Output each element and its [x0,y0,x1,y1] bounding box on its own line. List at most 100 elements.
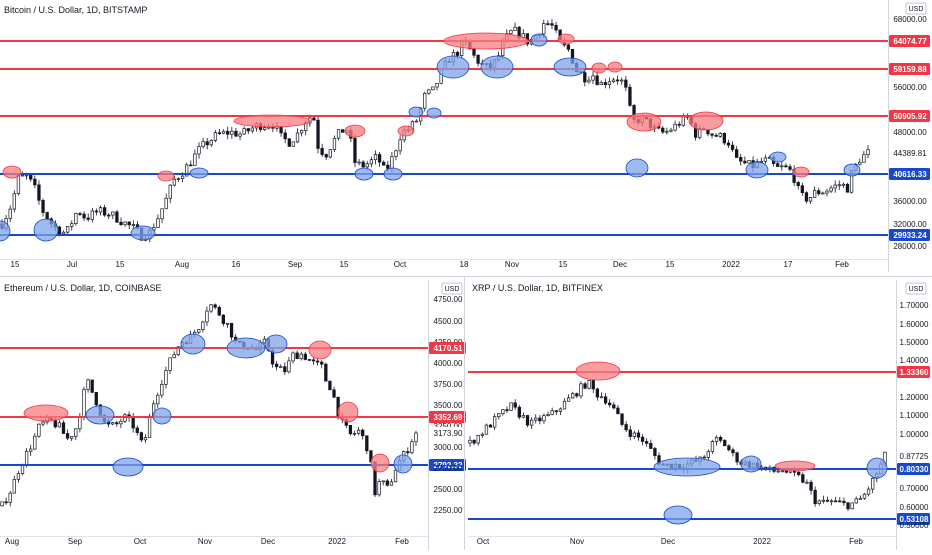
candle-body [808,197,813,202]
support-touch-ellipse [653,457,721,477]
y-tick-label: 1.50000 [900,338,929,347]
unit-box [905,282,927,295]
candle-body [37,184,41,201]
candle-body [160,208,164,220]
candle-body [612,404,616,409]
candle-body [229,322,234,338]
candle-body [82,213,86,219]
candle-body [583,72,587,83]
resistance-level-label: 4170.51 [434,344,463,353]
candle-body [250,127,255,132]
candle-body [164,370,168,385]
candle-body [628,86,632,106]
resistance-touch-ellipse [557,33,575,45]
candle-body [172,178,177,186]
candle-body [131,416,135,429]
candle-body [739,157,743,162]
y-tick-label: 3000.00 [434,443,463,452]
candle-body [172,354,176,359]
price-level-tag [429,459,466,471]
candle-body [825,190,829,194]
support-touch-ellipse [393,454,413,474]
candle-body [858,161,862,165]
support-touch-ellipse [553,57,587,77]
candle-body [324,363,328,382]
candle-body [825,499,830,502]
candle-body [710,441,715,452]
candle-body [566,44,571,50]
candles [0,18,870,243]
y-tick-label: 4750.00 [434,295,463,304]
candle-body [176,346,180,355]
x-tick-label: 17 [784,260,793,269]
candle-body [834,500,838,503]
candle-body [669,129,673,132]
resistance-touch-ellipse [607,61,623,73]
candle-body [406,451,410,454]
candle-body [295,132,300,143]
y-tick-label: 1.00000 [900,430,929,439]
candle-body [393,469,398,483]
candle-body [197,329,201,333]
x-tick-label: Nov [198,537,212,546]
candle-body [65,433,70,439]
candle-body [12,193,16,210]
candle-body [595,75,599,85]
candle-body [743,160,747,164]
x-tick-label: Aug [175,260,189,269]
candle-body [156,218,160,228]
candle-body [242,128,246,135]
support-touch-ellipse [740,455,762,473]
candle-body [616,407,620,415]
candle-body [575,393,579,397]
candle-body [74,213,78,224]
x-tick-label: Nov [570,537,584,546]
candle-body [217,132,222,134]
resistance-touch-ellipse [575,361,621,381]
candle-body [681,115,685,126]
candle-body [365,163,369,168]
x-tick-label: Oct [394,260,407,269]
support-touch-ellipse [426,107,442,119]
candle-body [357,161,361,164]
candle-body [341,129,345,133]
y-tick-label: 1.40000 [900,356,929,365]
candle-body [111,422,115,425]
candle-body [603,396,608,404]
candle-body [115,211,119,223]
candle-body [829,500,834,503]
candle-body [821,499,826,502]
candle-body [234,130,238,137]
candle-body [714,436,719,442]
resistance-touch-ellipse [2,165,22,179]
candle-body [583,383,587,389]
x-tick-label: Sep [68,537,83,546]
price-level-tag [889,35,930,47]
candle-body [291,141,296,147]
candle-body [812,190,817,198]
current-price-label: 3173.90 [434,429,463,438]
candle-body [784,470,789,473]
candle-body [185,164,189,177]
candle-body [632,432,637,437]
candle-body [858,497,862,500]
x-tick-label: 15 [666,260,675,269]
candle-body [730,144,735,150]
support-touch-ellipse [408,106,424,118]
candle-body [546,23,550,25]
candle-body [866,488,871,495]
candle-body [776,470,780,473]
y-tick-label: 3750.00 [434,380,463,389]
candle-body [550,410,554,415]
candle-body [29,448,33,452]
candle-body [558,408,563,412]
candle-body [862,493,867,499]
candle-body [201,141,205,147]
x-tick-label: Jul [67,260,77,269]
price-level-tag [889,168,930,180]
support-touch-ellipse [354,167,374,181]
candle-body [472,439,476,444]
candle-body [571,393,575,399]
candle-body [731,449,735,454]
resistance-touch-ellipse [370,453,390,473]
